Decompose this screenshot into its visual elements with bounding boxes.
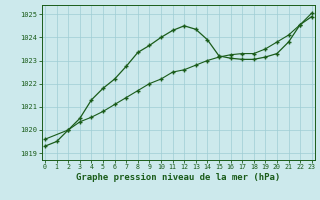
X-axis label: Graphe pression niveau de la mer (hPa): Graphe pression niveau de la mer (hPa) (76, 173, 281, 182)
